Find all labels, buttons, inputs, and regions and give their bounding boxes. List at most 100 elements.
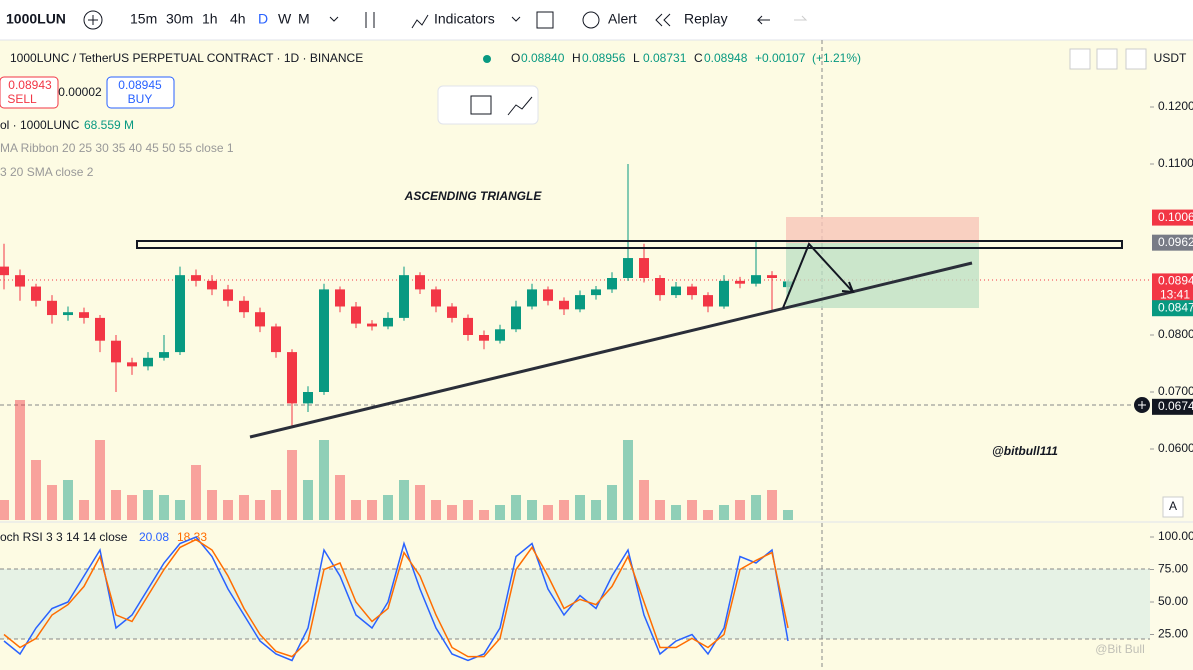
symbol[interactable]: 1000LUN [6,11,66,27]
ohlc-key: O [511,51,520,65]
candle-body [719,280,729,307]
maximize-btn[interactable] [1096,48,1118,70]
countdown: 13:41 [1160,288,1190,302]
volume-value: 68.559 M [84,118,134,132]
volume-bar [79,500,89,520]
author-label: @bitbull111 [992,444,1058,458]
candle-body [335,289,345,307]
target-zone [786,243,979,308]
chart-type[interactable] [365,12,375,28]
sell-button[interactable] [0,76,59,109]
volume-bar [447,505,457,520]
currency[interactable]: USDT [1154,51,1187,65]
candle-body [47,300,57,316]
interval-dropdown[interactable] [329,16,339,22]
projection-arrow [782,242,855,309]
candle-body [527,289,537,307]
change: +0.00107 [755,51,806,65]
candle-body [287,352,297,404]
volume-bar [239,495,249,520]
undo[interactable] [756,15,770,25]
rsi-tick-label: 25.00 [1158,627,1188,641]
interval[interactable]: W [278,11,292,27]
interval[interactable]: 1h [202,11,218,27]
ohlc-value: 0.08731 [643,51,687,65]
ohlc-key: C [694,51,703,65]
volume-bar [367,500,377,520]
volume-bar [95,440,105,520]
indicators-icon [411,14,429,29]
candle-body [271,326,281,353]
add-icon [88,15,98,25]
volume-bar [671,505,681,520]
line-tool[interactable] [507,96,533,116]
volume-bar [463,500,473,520]
templates[interactable] [536,11,554,29]
price-tag [1152,398,1193,415]
volume-bar [415,485,425,520]
ohlc-value: 0.08948 [704,51,748,65]
rsi-band [0,569,1150,639]
candle-body [431,289,441,307]
buy-label: BUY [128,92,153,106]
candle-body [639,258,649,278]
candle-body [479,335,489,341]
alert-button[interactable]: Alert [608,11,637,27]
volume-bar [543,505,553,520]
auto-scale[interactable] [1162,496,1184,518]
fullscreen-btn[interactable] [1125,48,1147,70]
candle-body [111,340,121,363]
volume-bar [527,500,537,520]
add-symbol[interactable] [83,10,103,30]
replay-button[interactable]: Replay [684,11,728,27]
alert-icon [582,11,600,29]
candle-body [575,295,585,310]
candle-body [367,323,377,327]
candle-body [63,312,73,316]
interval[interactable]: 4h [230,11,246,27]
candle-body [623,258,633,278]
volume-bar [399,480,409,520]
candle-body [207,280,217,290]
buy-button[interactable] [106,76,175,109]
price-tag-label: 0.0962 [1158,235,1193,249]
candle-body [735,280,745,284]
volume-bar [0,500,9,520]
candle-body [751,275,761,284]
indicators-button[interactable]: Indicators [434,11,495,27]
volume-bar [191,465,201,520]
volume-bar [351,500,361,520]
rsi-legend: och RSI 3 3 14 14 close [0,530,128,544]
sell-price: 0.08943 [8,78,52,92]
candle-body [559,300,569,310]
collapse-btn[interactable] [1069,48,1091,70]
rsi-tick-label: 50.00 [1158,594,1188,608]
volume-bar [111,490,121,520]
volume-bar [335,475,345,520]
rect-tool[interactable] [470,95,492,115]
y-tick-label: 0.0600 [1158,441,1193,455]
volume-bar [767,490,777,520]
volume-bar [255,500,265,520]
candle-body [0,266,9,276]
rsi-d-line [3,538,789,658]
interval[interactable]: M [298,11,310,27]
candle-body [191,275,201,281]
stop-zone [786,217,979,243]
interval[interactable]: D [258,11,268,27]
interval[interactable]: 15m [130,11,157,27]
interval[interactable]: 30m [166,11,193,27]
auto-scale-label: A [1169,499,1177,513]
redo[interactable] [794,15,808,21]
candle-body [415,275,425,290]
volume-bar [223,500,233,520]
candle-body [543,289,553,301]
ohlc-key: H [572,51,581,65]
volume-bar [639,480,649,520]
indicators-dropdown[interactable] [511,16,521,22]
candle-body [127,362,137,367]
volume-bar [687,500,697,520]
candle-body [463,317,473,335]
volume-bar [207,490,217,520]
